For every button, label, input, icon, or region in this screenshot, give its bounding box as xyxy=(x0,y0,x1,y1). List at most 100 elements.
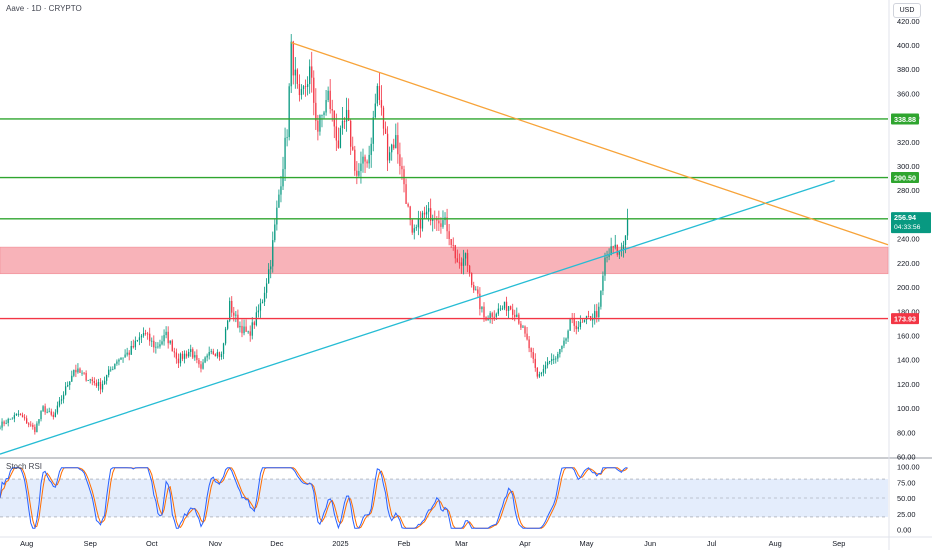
candle xyxy=(345,97,348,132)
candle xyxy=(563,337,565,349)
candle-body xyxy=(534,358,536,368)
candle xyxy=(50,408,52,417)
candle xyxy=(58,396,61,408)
candle xyxy=(62,391,65,404)
candle xyxy=(466,249,469,273)
candle-body xyxy=(62,394,65,400)
candle-body xyxy=(216,352,219,357)
candle-body xyxy=(136,340,139,341)
candle-body xyxy=(540,372,543,375)
candle xyxy=(540,371,543,377)
candle-body xyxy=(343,121,346,122)
candle-body xyxy=(573,318,575,326)
candle xyxy=(516,307,518,318)
candle xyxy=(251,317,253,340)
candle xyxy=(573,313,575,332)
time-tick-label: Jul xyxy=(707,539,717,548)
candle xyxy=(417,210,420,236)
candle-body xyxy=(360,163,362,172)
candle-body xyxy=(462,258,465,266)
candle xyxy=(411,218,413,235)
candle-body xyxy=(376,86,378,104)
candle xyxy=(512,303,514,321)
candle-body xyxy=(192,349,194,358)
candle-body xyxy=(38,419,40,424)
candle xyxy=(60,395,63,405)
candle xyxy=(557,351,559,362)
candle xyxy=(401,157,403,180)
candle-body xyxy=(183,353,186,359)
candle xyxy=(42,405,44,413)
candle-body xyxy=(276,207,278,225)
candle-body xyxy=(352,146,354,150)
candle-body xyxy=(124,354,126,358)
candle-body xyxy=(229,300,231,321)
candle xyxy=(567,329,569,343)
candle xyxy=(360,151,362,184)
time-tick-label: Nov xyxy=(209,539,222,548)
candle xyxy=(553,354,555,364)
candle-body xyxy=(544,365,547,370)
candle xyxy=(44,403,46,415)
candle xyxy=(67,381,69,388)
candle xyxy=(364,154,366,173)
candle xyxy=(331,99,333,122)
candle-body xyxy=(165,331,167,336)
candle-body xyxy=(108,369,110,376)
candle-body xyxy=(298,83,301,96)
candle-body xyxy=(608,255,610,257)
price-tick-label: 200.00 xyxy=(897,283,920,292)
candle-body xyxy=(395,135,397,149)
candle xyxy=(263,286,266,306)
candle xyxy=(91,376,93,386)
candle xyxy=(522,324,524,328)
candle xyxy=(268,263,270,284)
candle xyxy=(391,143,393,161)
candle-body xyxy=(577,326,579,330)
candle-body xyxy=(454,245,456,259)
candle-body xyxy=(9,418,11,420)
candle-body xyxy=(546,362,549,366)
candle xyxy=(534,353,536,372)
candle-body xyxy=(97,382,100,386)
candle-body xyxy=(520,323,522,328)
candle xyxy=(202,359,204,370)
last-price-bg xyxy=(891,212,931,234)
candle xyxy=(194,351,196,361)
candle-body xyxy=(466,253,469,266)
candle-body xyxy=(501,308,504,310)
candle xyxy=(159,339,161,349)
time-tick-label: Aug xyxy=(20,539,33,548)
candle-body xyxy=(311,66,313,78)
candle xyxy=(265,278,268,299)
candle-body xyxy=(42,406,44,412)
candle xyxy=(395,123,397,149)
candle xyxy=(128,350,130,361)
currency-button[interactable]: USD xyxy=(893,3,921,18)
candle-body xyxy=(120,357,122,360)
price-tick-label: 240.00 xyxy=(897,235,920,244)
candle-body xyxy=(253,322,255,326)
candle xyxy=(69,381,71,390)
candle-body xyxy=(210,351,212,353)
candle-body xyxy=(384,128,387,134)
candle-body xyxy=(290,41,292,87)
candle-body xyxy=(224,328,227,344)
candle xyxy=(75,364,77,378)
candle-body xyxy=(604,257,606,276)
supply-demand-zone xyxy=(0,246,889,275)
candle-body xyxy=(622,244,625,250)
candle xyxy=(188,348,190,358)
candle-body xyxy=(304,86,307,87)
candle xyxy=(569,317,571,331)
candle-body xyxy=(475,289,477,291)
candle-body xyxy=(11,418,13,420)
candle xyxy=(171,339,173,352)
candle xyxy=(614,234,616,250)
rsi-d-line xyxy=(0,467,628,529)
candle xyxy=(212,348,214,355)
candle-body xyxy=(75,369,77,373)
candle-body xyxy=(386,133,389,161)
candle xyxy=(497,303,499,316)
